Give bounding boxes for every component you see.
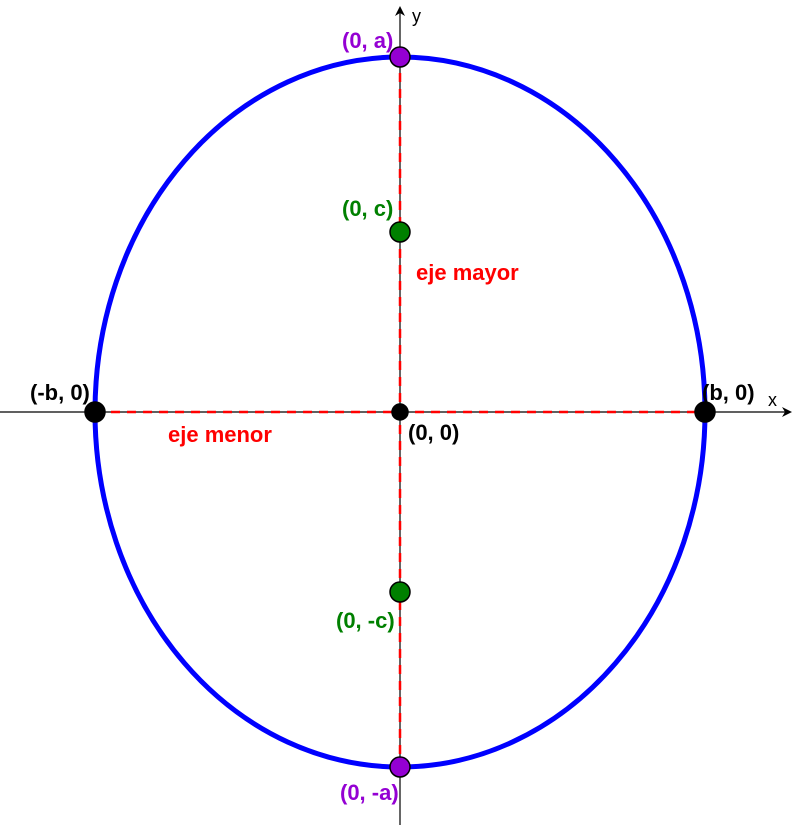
point-focus-nc <box>390 582 410 602</box>
lbl-origin: (0, 0) <box>408 420 459 445</box>
lbl-right-b: (b, 0) <box>702 380 755 405</box>
lbl-focus-c: (0, c) <box>342 196 393 221</box>
point-left-b <box>85 402 105 422</box>
point-focus-c <box>390 222 410 242</box>
ellipse-diagram: (0, 0) (-b, 0) (b, 0) (0, a) (0, -a) (0, c) (0… <box>0 0 800 825</box>
point-origin <box>392 404 408 420</box>
point-right-b <box>695 402 715 422</box>
point-bottom-a <box>390 757 410 777</box>
lbl-eje-menor: eje menor <box>168 422 272 447</box>
lbl-eje-mayor: eje mayor <box>416 260 519 285</box>
lbl-bottom-a: (0, -a) <box>340 780 399 805</box>
y-axis-label: y <box>412 6 421 26</box>
x-axis-label: x <box>768 390 777 410</box>
lbl-top-a: (0, a) <box>342 28 393 53</box>
lbl-left-b: (-b, 0) <box>30 380 90 405</box>
lbl-focus-nc: (0, -c) <box>336 608 395 633</box>
